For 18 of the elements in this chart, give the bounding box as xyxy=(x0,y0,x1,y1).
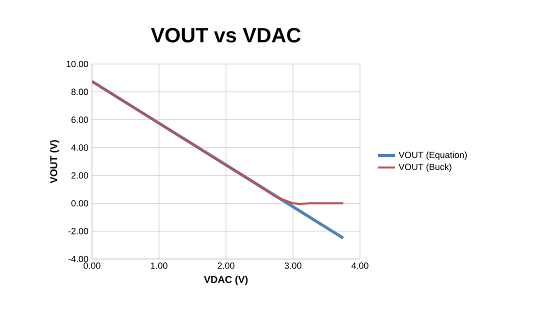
y-tick-label: 8.00 xyxy=(71,88,88,96)
y-tick-label: 6.00 xyxy=(71,116,88,123)
y-tick-label: 4.00 xyxy=(71,144,88,151)
legend-label: VOUT (Buck) xyxy=(398,163,452,172)
y-axis-title: VOUT (V) xyxy=(50,140,60,184)
x-tick-label: 1.00 xyxy=(150,262,168,269)
x-tick-label: 0.00 xyxy=(84,262,100,269)
y-tick-label: -4.00 xyxy=(68,256,88,262)
y-tick-label: -2.00 xyxy=(68,228,88,234)
x-tick-label: 4.00 xyxy=(351,262,368,269)
y-tick-label: 2.00 xyxy=(71,172,88,179)
y-tick-label: 10.00 xyxy=(66,60,88,68)
y-tick-label: 0.00 xyxy=(71,200,88,206)
legend-label: VOUT (Equation) xyxy=(398,152,467,160)
x-tick-label: 2.00 xyxy=(218,262,234,269)
x-tick-label: 3.00 xyxy=(284,262,302,269)
chart-title: VOUT vs VDAC xyxy=(150,28,301,42)
x-axis-title: VDAC (V) xyxy=(204,276,248,285)
